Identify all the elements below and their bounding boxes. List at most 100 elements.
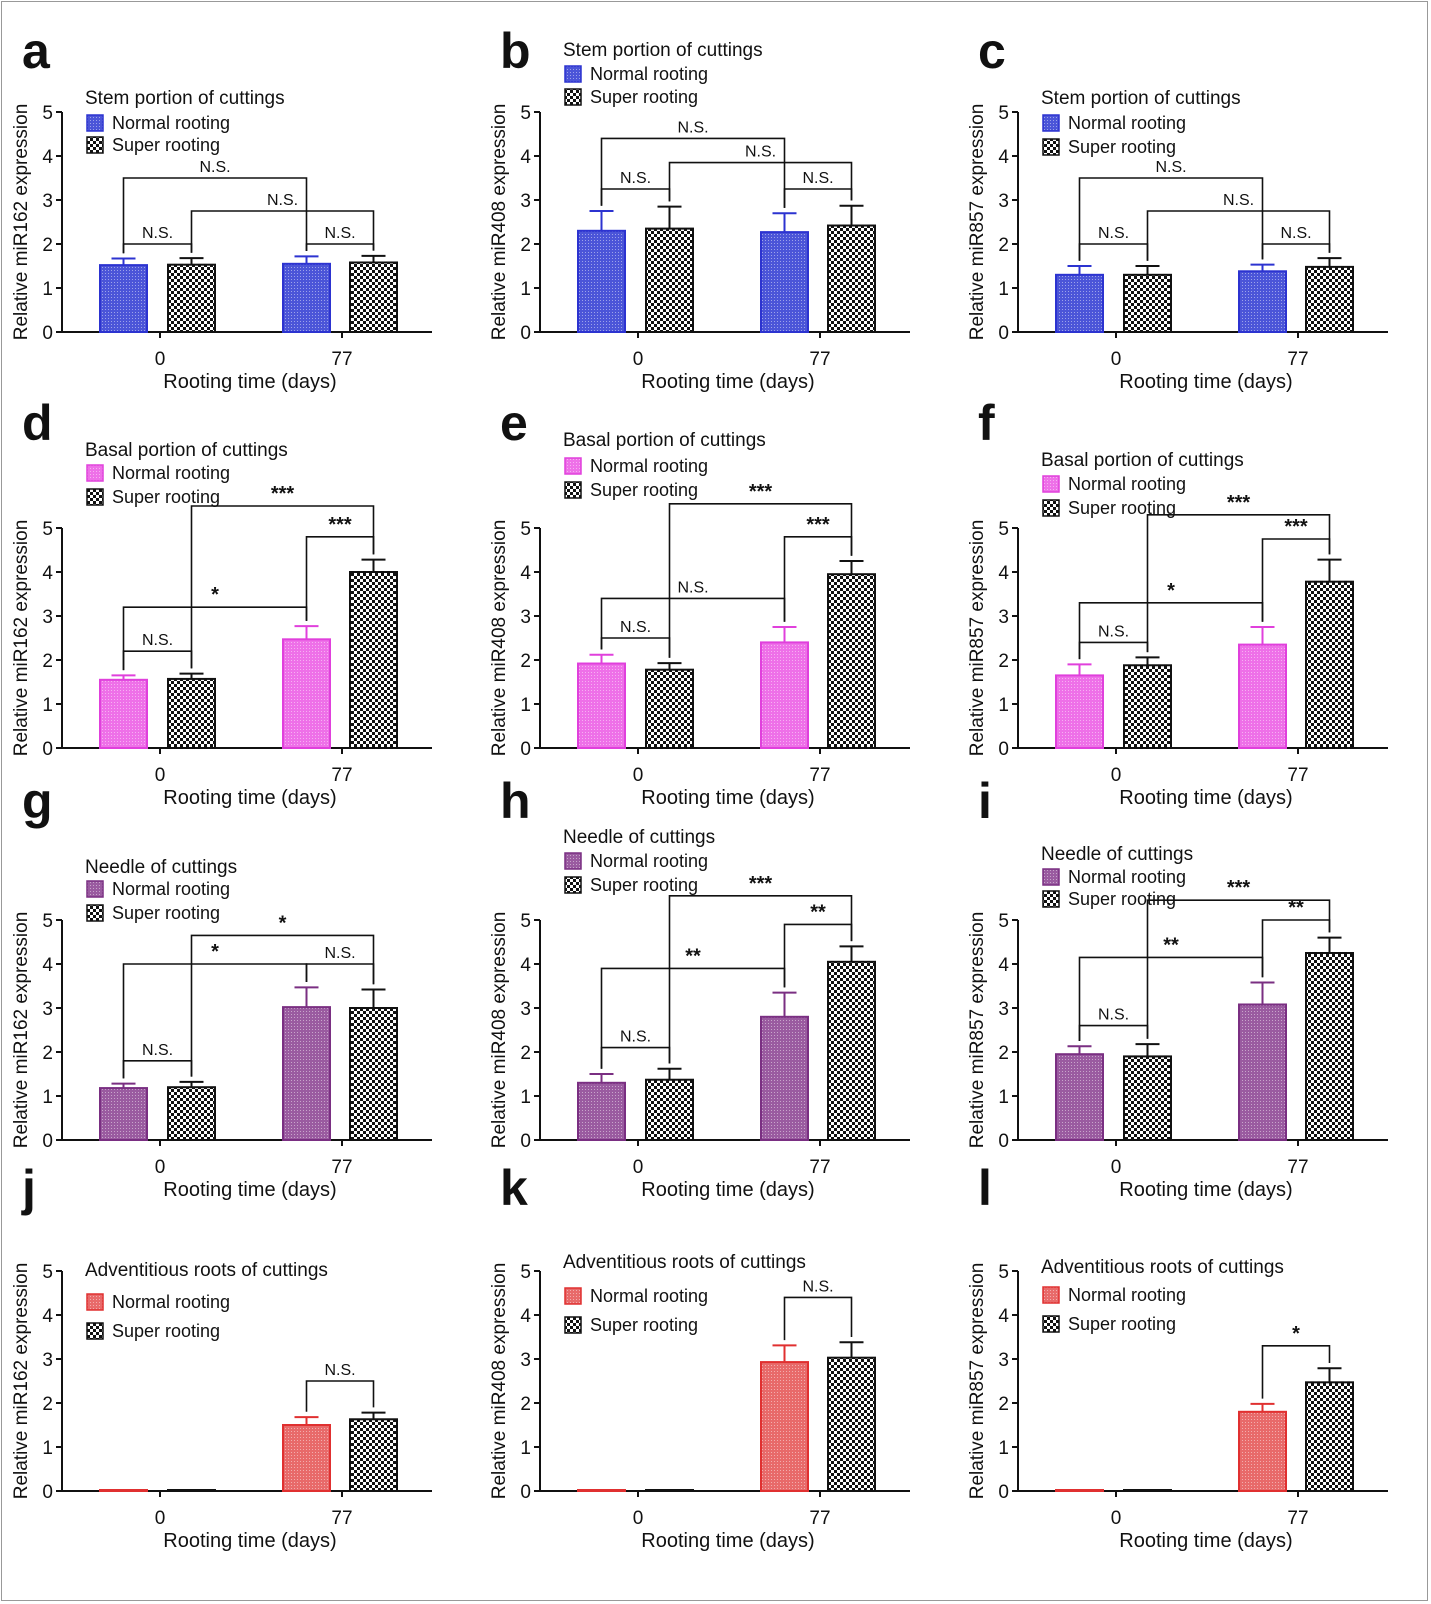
- bar-normal-day0: [1055, 1053, 1104, 1141]
- y-tick-label: 0: [520, 1131, 531, 1152]
- significance-label: *: [1292, 1323, 1300, 1345]
- panel-title: Basal portion of cuttings: [563, 430, 766, 451]
- y-axis-label: Relative miR162 expression: [11, 1263, 32, 1500]
- significance-bracket: [783, 1296, 853, 1341]
- legend-swatch-normal: [86, 1293, 104, 1311]
- significance-bracket: [122, 650, 193, 671]
- x-tick-label: 0: [633, 1508, 644, 1529]
- significance-bracket: [668, 161, 853, 202]
- y-tick-label: 4: [520, 955, 531, 976]
- bar-normal-day77: [760, 1361, 809, 1492]
- legend-swatch-super: [1042, 138, 1060, 156]
- x-tick-label: 0: [155, 1157, 166, 1178]
- y-tick-label: 1: [42, 695, 53, 716]
- x-tick-label: 0: [633, 765, 644, 786]
- y-tick-label: 3: [42, 1350, 53, 1371]
- x-tick-label: 77: [809, 765, 830, 786]
- x-tick-label: 0: [633, 1157, 644, 1178]
- significance-bracket: [1261, 243, 1331, 260]
- x-axis-label: Rooting time (days): [641, 787, 814, 809]
- x-tick-label: 0: [1111, 1157, 1122, 1178]
- y-tick-label: 3: [42, 999, 53, 1020]
- legend-swatch-normal: [564, 1287, 582, 1305]
- panel-letter: b: [500, 23, 531, 79]
- legend-label-normal: Normal rooting: [590, 1286, 708, 1306]
- y-tick-label: 5: [998, 911, 1009, 932]
- y-tick-label: 2: [520, 1394, 531, 1415]
- x-tick-label: 77: [331, 1157, 352, 1178]
- bar-super-day77: [349, 261, 398, 334]
- y-tick-label: 4: [42, 147, 53, 168]
- bar-normal-day77: [760, 231, 809, 333]
- panel-letter: c: [978, 23, 1006, 79]
- legend-label-normal: Normal rooting: [112, 463, 230, 483]
- y-tick-label: 1: [998, 1087, 1009, 1108]
- legend-label-super: Super rooting: [112, 903, 220, 923]
- legend-swatch-super: [86, 1322, 104, 1340]
- legend-label-super: Super rooting: [1068, 1314, 1176, 1334]
- legend-swatch-normal: [86, 880, 104, 898]
- legend-label-normal: Normal rooting: [1068, 1285, 1186, 1305]
- x-tick-label: 77: [1287, 1508, 1308, 1529]
- y-tick-label: 5: [42, 911, 53, 932]
- significance-label: N.S.: [324, 1362, 355, 1379]
- bar-super-day77: [827, 224, 876, 334]
- significance-bracket: [1078, 956, 1264, 1041]
- bar-super-day0: [167, 1489, 216, 1492]
- bar-normal-day0: [1055, 674, 1104, 750]
- legend-swatch-normal: [1042, 114, 1060, 132]
- legend-swatch-super: [1042, 1315, 1060, 1333]
- legend-swatch-super: [564, 481, 582, 499]
- x-tick-label: 77: [1287, 1157, 1308, 1178]
- significance-label: *: [211, 941, 219, 963]
- y-tick-label: 1: [998, 279, 1009, 300]
- panel-letter: f: [978, 395, 995, 451]
- y-tick-label: 5: [520, 519, 531, 540]
- legend-swatch-normal: [564, 65, 582, 83]
- panel-letter: k: [500, 1160, 528, 1216]
- significance-label: N.S.: [1280, 225, 1311, 242]
- legend-swatch-normal: [1042, 475, 1060, 493]
- legend-label-normal: Normal rooting: [112, 879, 230, 899]
- y-tick-label: 4: [520, 1306, 531, 1327]
- significance-label: **: [1288, 897, 1304, 919]
- y-tick-label: 5: [520, 103, 531, 124]
- y-tick-label: 4: [520, 147, 531, 168]
- y-axis-label: Relative miR162 expression: [11, 520, 32, 757]
- significance-bracket: [122, 243, 193, 254]
- x-axis-label: Rooting time (days): [641, 371, 814, 393]
- x-axis-label: Rooting time (days): [1119, 1530, 1292, 1552]
- significance-label: ***: [806, 514, 830, 536]
- legend-label-normal: Normal rooting: [1068, 474, 1186, 494]
- y-tick-label: 5: [42, 519, 53, 540]
- significance-label: N.S.: [324, 225, 355, 242]
- legend-label-super: Super rooting: [112, 135, 220, 155]
- panel-h: h Needle of cuttings Normal rooting Super r…: [489, 773, 910, 1201]
- legend-swatch-super: [564, 1316, 582, 1334]
- significance-label: ***: [1227, 877, 1251, 899]
- x-tick-label: 0: [1111, 765, 1122, 786]
- panel-title: Needle of cuttings: [85, 857, 237, 878]
- bar-super-day0: [167, 1086, 216, 1141]
- y-tick-label: 0: [998, 739, 1009, 760]
- panel-title: Adventitious roots of cuttings: [1041, 1257, 1284, 1278]
- bar-normal-day0: [577, 229, 626, 333]
- panel-letter: j: [21, 1160, 36, 1216]
- x-tick-label: 77: [1287, 765, 1308, 786]
- bar-super-day0: [645, 227, 694, 334]
- legend-swatch-normal: [86, 114, 104, 132]
- significance-label: N.S.: [142, 225, 173, 242]
- y-tick-label: 4: [998, 955, 1009, 976]
- y-tick-label: 1: [520, 1087, 531, 1108]
- panel-c: c Stem portion of cuttings Normal rooting S…: [967, 23, 1388, 393]
- significance-label: **: [810, 901, 826, 923]
- bar-super-day0: [167, 677, 216, 749]
- x-axis-label: Rooting time (days): [163, 1179, 336, 1201]
- panel-f: f Basal portion of cuttings Normal rooting…: [967, 395, 1388, 809]
- significance-label: N.S.: [677, 119, 708, 136]
- significance-label: N.S.: [620, 1029, 651, 1046]
- significance-bracket: [1078, 1024, 1149, 1041]
- significance-label: N.S.: [1223, 192, 1254, 209]
- y-tick-label: 1: [520, 1438, 531, 1459]
